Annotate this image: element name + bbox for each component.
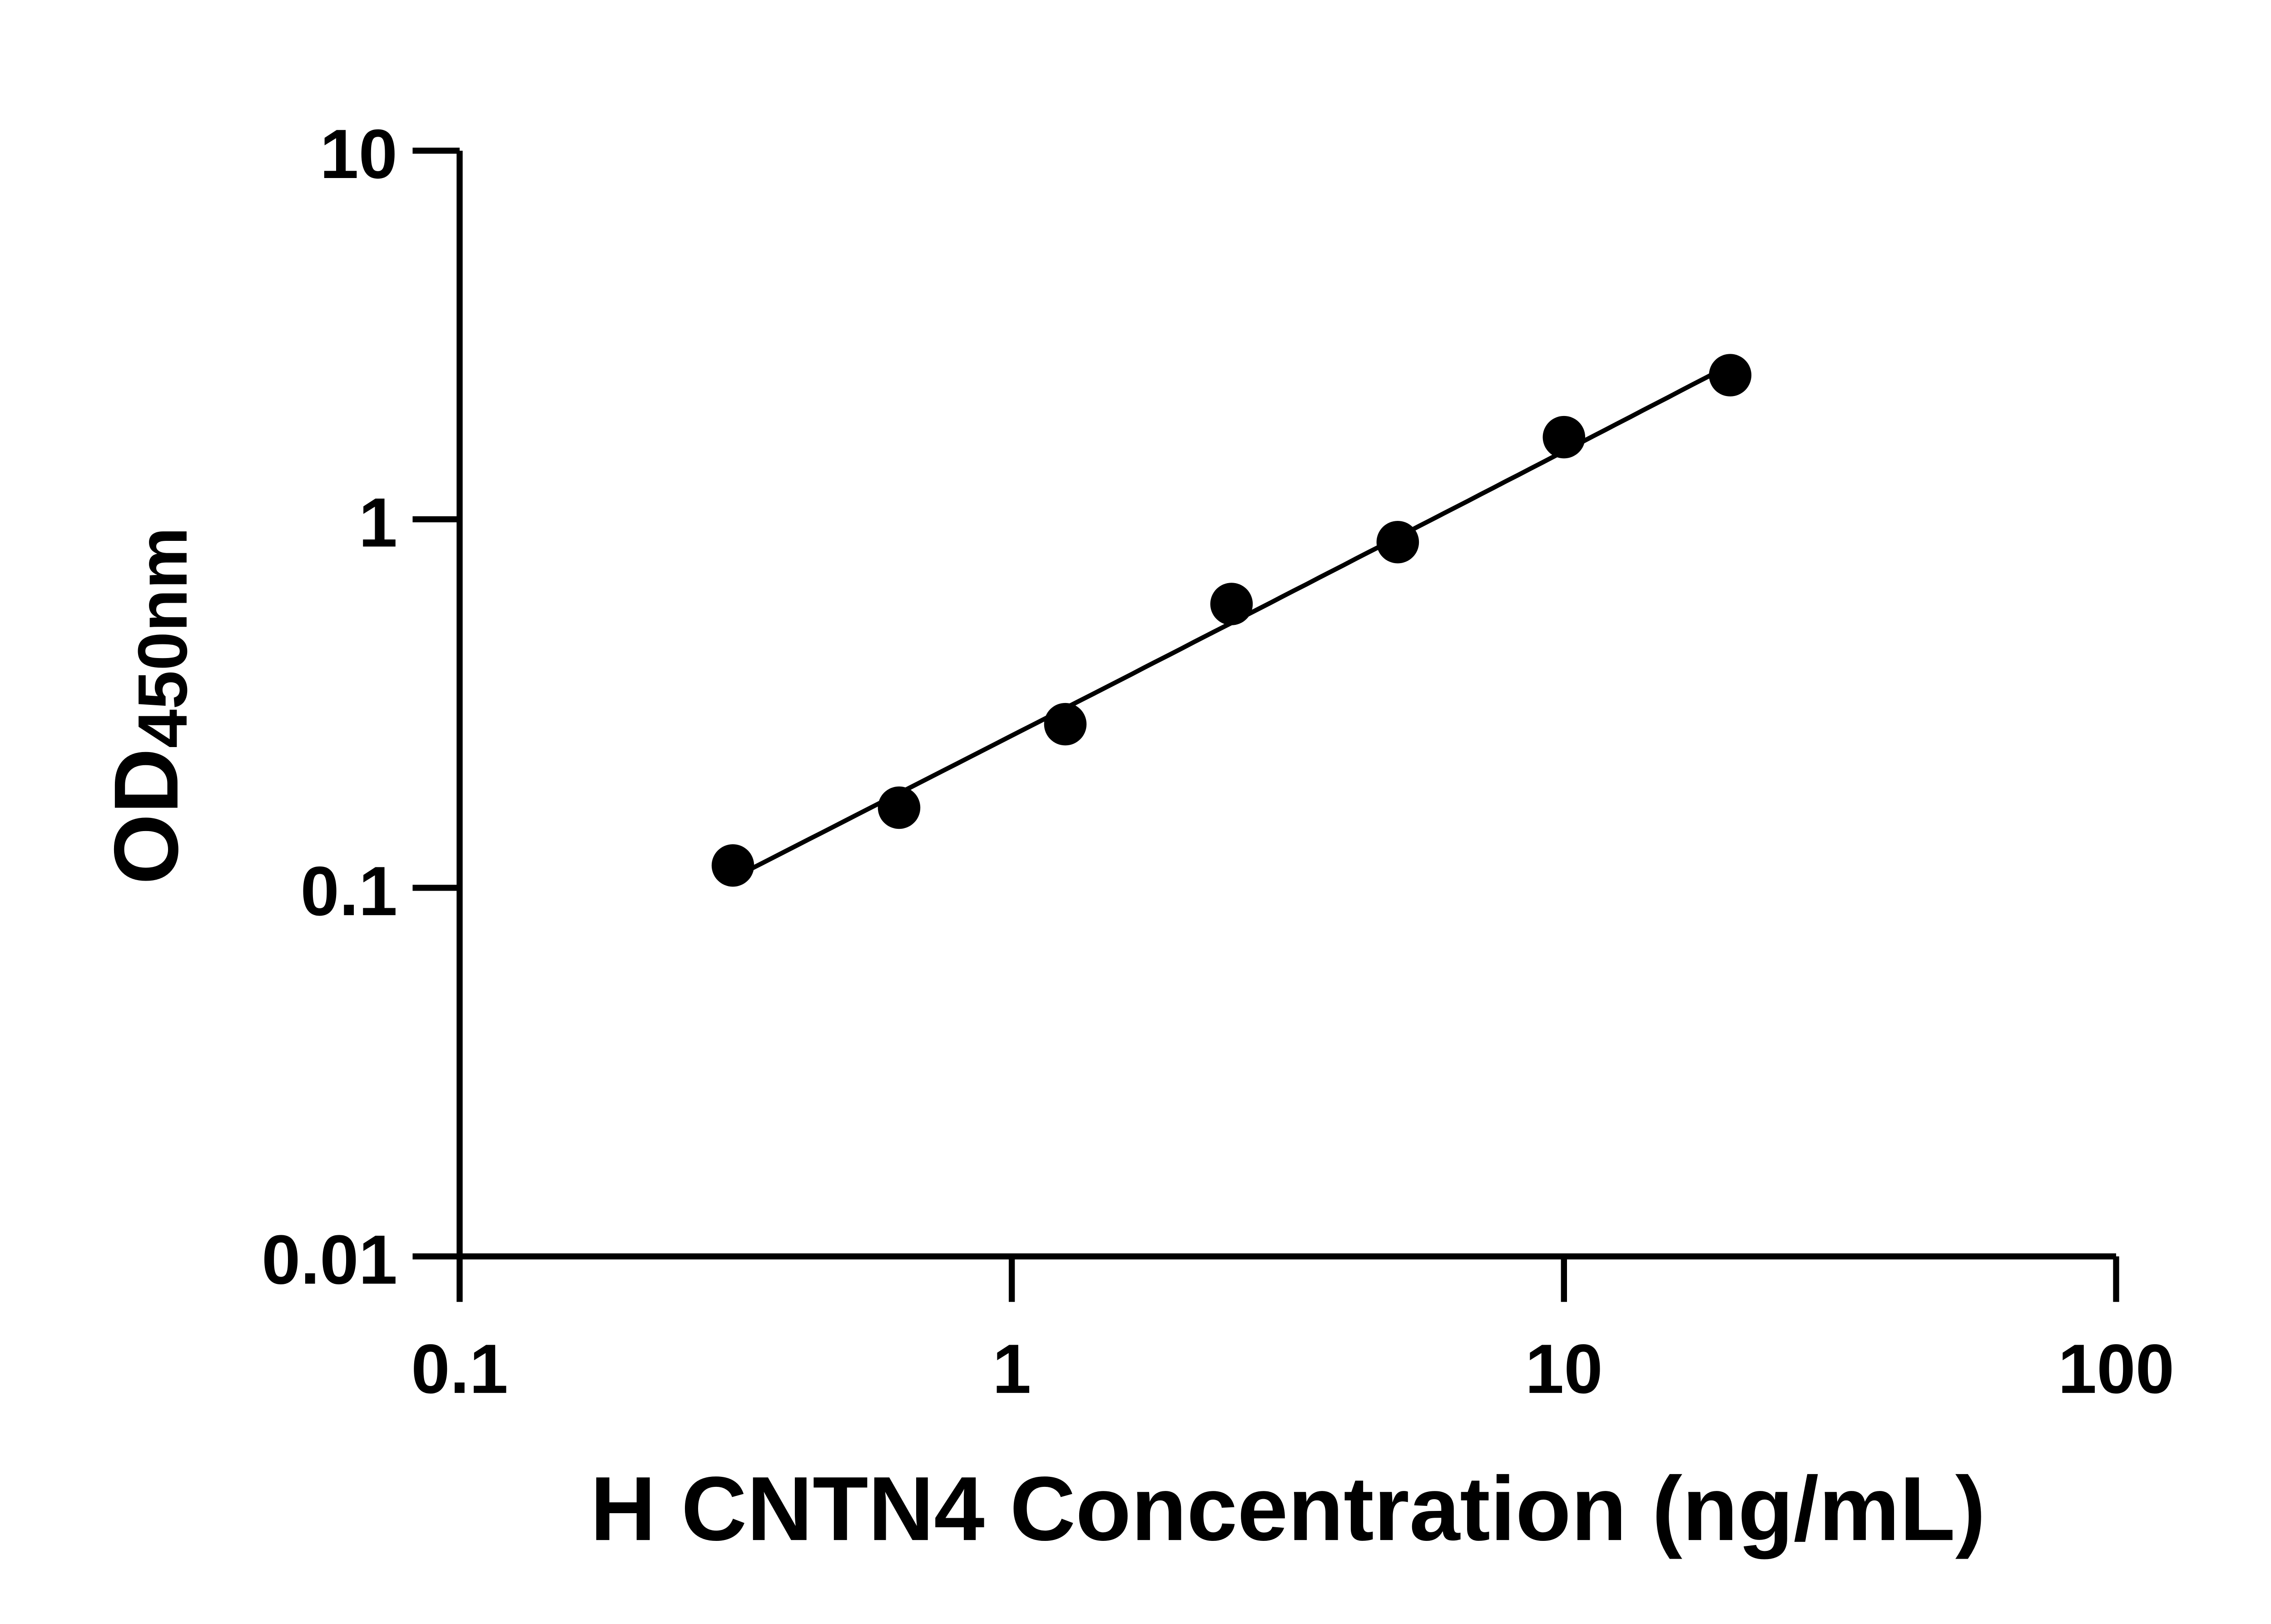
x-tick-label: 100 bbox=[2058, 1330, 2174, 1408]
data-point bbox=[1210, 583, 1253, 625]
x-tick-label: 10 bbox=[1525, 1330, 1603, 1408]
data-point bbox=[1044, 703, 1087, 746]
axes bbox=[412, 148, 2119, 1302]
x-axis-title: H CNTN4 Concentration (ng/mL) bbox=[590, 1458, 1985, 1560]
y-tick-label: 10 bbox=[320, 115, 397, 193]
y-axis-title-main: OD bbox=[96, 748, 197, 885]
data-point bbox=[1709, 354, 1752, 396]
tick-labels: 0.01 0.1 1 10 0.1 1 10 100 bbox=[262, 115, 2174, 1408]
y-axis-title-subscript: 450nm bbox=[124, 527, 202, 748]
data-point bbox=[1542, 416, 1586, 459]
y-tick-label: 1 bbox=[359, 484, 397, 562]
y-tick-label: 0.1 bbox=[300, 852, 397, 930]
x-tick-label: 1 bbox=[992, 1330, 1031, 1408]
data-point bbox=[878, 786, 921, 829]
y-axis-title: OD450nm bbox=[96, 527, 202, 885]
y-tick-label: 0.01 bbox=[262, 1221, 397, 1299]
data-point bbox=[711, 844, 754, 887]
x-tick-label: 0.1 bbox=[411, 1330, 508, 1408]
data-point bbox=[1376, 520, 1419, 564]
plot-area bbox=[711, 354, 1752, 887]
